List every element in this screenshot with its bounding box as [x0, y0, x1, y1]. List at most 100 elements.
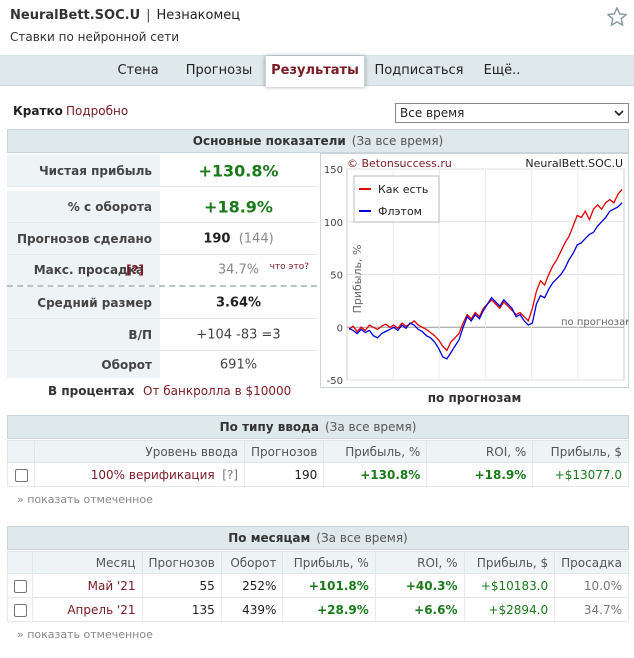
stat-drawdown: Макс. просадка [?] 34.7% что это? [7, 255, 317, 287]
table-header-row: Уровень ввода Прогнозов Прибыль, % ROI, … [7, 440, 629, 463]
profit-chart-svg: 150 100 50 0 -50 © Betonsuccess.ru NeuralBet… [324, 157, 633, 387]
tab-more[interactable]: Ещё.. [483, 63, 521, 78]
cell-month[interactable]: Май '21 [32, 573, 143, 598]
stat-value: 3.64% [215, 295, 262, 310]
show-checked-link[interactable]: » показать отмеченное [17, 628, 153, 641]
y-tick-label: -50 [327, 376, 343, 387]
cell-profit-pct: +101.8% [282, 573, 376, 598]
units-percent[interactable]: В процентах [48, 384, 135, 398]
by-month-header: По месяцам (За все время) [7, 526, 629, 550]
page-header: NeuralBett.SOC.U | Незнакомец Ставки по не… [0, 0, 634, 56]
col-roi: ROI, % [374, 551, 465, 574]
show-checked-link[interactable]: » показать отмеченное [17, 493, 153, 506]
tipster-name[interactable]: NeuralBett.SOC.U [10, 8, 141, 23]
main-stats-title: Основные показатели [192, 134, 346, 148]
level-name[interactable]: 100% верификация [90, 467, 215, 482]
stat-label: Чистая прибыль [38, 163, 152, 178]
row-checkbox[interactable] [13, 579, 27, 593]
header-title: NeuralBett.SOC.U | Незнакомец [10, 8, 240, 23]
drawdown-whats-link[interactable]: что это? [269, 262, 309, 272]
stat-value: 691% [219, 357, 258, 372]
main-stats-subtitle: (За все время) [351, 134, 444, 148]
row-checkbox[interactable] [13, 603, 27, 617]
main-stats: Чистая прибыль +130.8% % с оборота +18.9… [7, 155, 317, 378]
profit-chart: 150 100 50 0 -50 © Betonsuccess.ru NeuralBet… [320, 153, 633, 388]
stat-forecasts: Прогнозов сделано 190 (144) [7, 223, 317, 255]
stat-value: 34.7% [217, 262, 260, 278]
col-profit-pct: Прибыль, % [323, 440, 428, 463]
cell-profit-pct: +28.9% [282, 597, 376, 622]
drawdown-help-link[interactable]: [?] [126, 263, 144, 277]
stat-label: % с оборота [67, 199, 152, 214]
series-line-flat [348, 202, 623, 360]
tab-forecasts[interactable]: Прогнозы [185, 63, 253, 78]
stat-turnover-pct: % с оборота +18.9% [7, 191, 317, 223]
cell-turnover: 439% [220, 597, 284, 622]
row-checkbox[interactable] [14, 468, 28, 482]
col-count: Прогнозов [141, 551, 222, 574]
cell-profit-usd: +$2894.0 [463, 597, 556, 622]
by-month-title: По месяцам [228, 531, 311, 545]
stat-value: +130.8% [198, 161, 279, 180]
chart-x-axis-label: по прогнозам [427, 391, 522, 405]
cell-roi: +18.9% [426, 462, 534, 487]
period-select[interactable]: Все время [395, 103, 629, 123]
draws: =3 [261, 327, 281, 342]
chart-watermark-left: © Betonsuccess.ru [347, 157, 452, 170]
cell-count: 55 [141, 573, 222, 598]
col-count: Прогнозов [243, 440, 325, 463]
col-check [6, 551, 34, 574]
by-type-subtitle: (За все время) [324, 420, 417, 434]
header-subtitle: Ставки по нейронной сети [10, 30, 180, 44]
stat-avg-size: Средний размер 3.64% [7, 287, 317, 319]
units-bankroll[interactable]: От банкролла в $10000 [143, 384, 292, 398]
table-row: 100% верификация [?] 190 +130.8% +18.9% … [7, 462, 629, 487]
y-tick-label: 50 [330, 271, 343, 282]
view-short[interactable]: Кратко [13, 104, 63, 118]
forecasts-count: 190 [203, 231, 231, 246]
title-separator: | [146, 8, 151, 23]
by-type-table: Уровень ввода Прогнозов Прибыль, % ROI, … [7, 440, 629, 487]
tab-wall[interactable]: Стена [117, 63, 159, 78]
cell-count: 190 [243, 462, 325, 487]
by-month-subtitle: (За все время) [316, 531, 408, 545]
by-type-header: По типу ввода (За все время) [7, 415, 629, 439]
favorite-star-icon[interactable] [606, 6, 628, 28]
y-tick-label: 0 [337, 323, 343, 334]
by-month-table: Месяц Прогнозов Оборот Прибыль, % ROI, %… [6, 551, 629, 622]
tab-results[interactable]: Результаты [265, 56, 365, 87]
legend-label-actual: Как есть [378, 183, 428, 196]
stat-label: Оборот [101, 357, 152, 372]
cell-month[interactable]: Апрель '21 [32, 597, 143, 622]
stat-value: +18.9% [204, 197, 273, 216]
stat-win-loss: В/П +104 -83 =3 [7, 319, 317, 351]
col-check [7, 440, 35, 463]
chart-watermark-right: NeuralBett.SOC.U [525, 157, 623, 170]
cell-roi: +40.3% [374, 573, 465, 598]
col-profit-usd: Прибыль, $ [532, 440, 629, 463]
view-detailed[interactable]: Подробно [66, 104, 129, 118]
stat-label: Макс. просадка [33, 263, 144, 277]
stat-label: В/П [128, 327, 152, 342]
cell-profit-usd: +$13077.0 [532, 462, 629, 487]
nav-tabs: Стена Прогнозы Результаты Подписаться Ещ… [0, 56, 634, 87]
chart-y-axis-label: Прибыль, % [351, 245, 364, 314]
main-stats-header: Основные показатели (За все время) [7, 129, 629, 153]
stat-net-profit: Чистая прибыль +130.8% [7, 155, 317, 187]
col-turnover: Оборот [220, 551, 284, 574]
level-help-link[interactable]: [?] [222, 467, 238, 482]
legend-label-flat: Флэтом [378, 205, 422, 218]
col-roi: ROI, % [426, 440, 534, 463]
table-row: Май '21 55 252% +101.8% +40.3% +$10183.0… [6, 573, 629, 598]
chart-legend: Как есть Флэтом [353, 175, 440, 223]
table-header-row: Месяц Прогнозов Оборот Прибыль, % ROI, %… [6, 551, 629, 574]
losses: -83 [236, 327, 258, 342]
stat-label: Прогнозов сделано [16, 231, 152, 246]
tab-subscribe[interactable]: Подписаться [374, 63, 464, 78]
stat-label: Средний размер [37, 295, 152, 310]
cell-profit-usd: +$10183.0 [463, 573, 556, 598]
cell-turnover: 252% [220, 573, 284, 598]
col-level: Уровень ввода [34, 440, 245, 463]
by-type-title: По типу ввода [219, 420, 319, 434]
cell-drawdown: 34.7% [554, 597, 629, 622]
